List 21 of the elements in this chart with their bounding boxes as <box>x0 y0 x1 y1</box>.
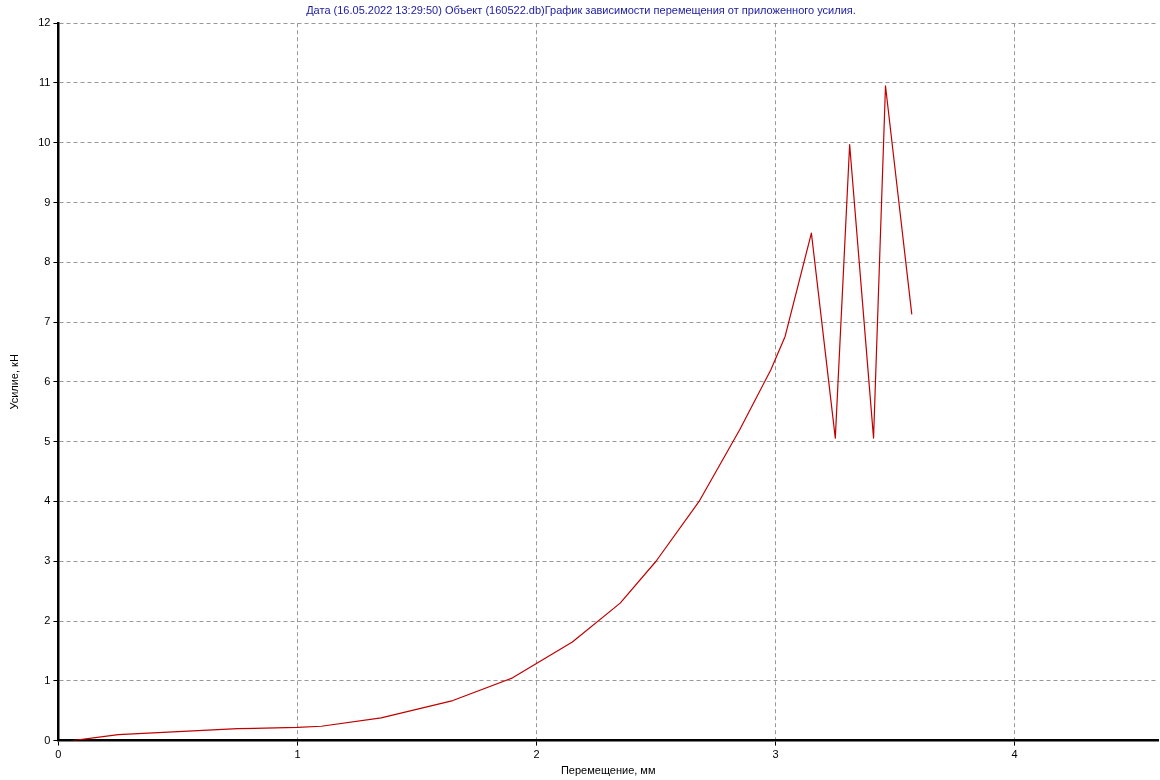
x-axis-title: Перемещение, мм <box>560 764 656 777</box>
y-tick-label: 10 <box>38 135 51 148</box>
y-tick-label: 0 <box>44 733 51 746</box>
y-tick-label: 5 <box>44 434 51 447</box>
x-tick-label: 4 <box>1011 748 1018 761</box>
y-tick-label: 8 <box>44 255 51 268</box>
y-tick-label: 12 <box>38 16 51 29</box>
y-axis-title: Усилие, кН <box>7 354 20 410</box>
x-tick-label: 3 <box>772 748 779 761</box>
y-tick-label: 7 <box>44 315 51 328</box>
y-tick-label: 4 <box>44 494 51 507</box>
x-tick-label: 2 <box>533 748 540 761</box>
chart-title: Дата (16.05.2022 13:29:50) Объект (160522.db)График зависимости перемещения от приложенного усилия. <box>306 3 856 16</box>
y-tick-label: 6 <box>44 374 51 387</box>
x-tick-label: 1 <box>294 748 301 761</box>
y-tick-label: 11 <box>39 76 51 89</box>
y-tick-label: 9 <box>44 195 51 208</box>
y-tick-label: 3 <box>44 554 51 567</box>
y-tick-label: 2 <box>44 614 51 627</box>
y-tick-label: 1 <box>44 673 51 686</box>
x-tick-label: 0 <box>55 748 62 761</box>
